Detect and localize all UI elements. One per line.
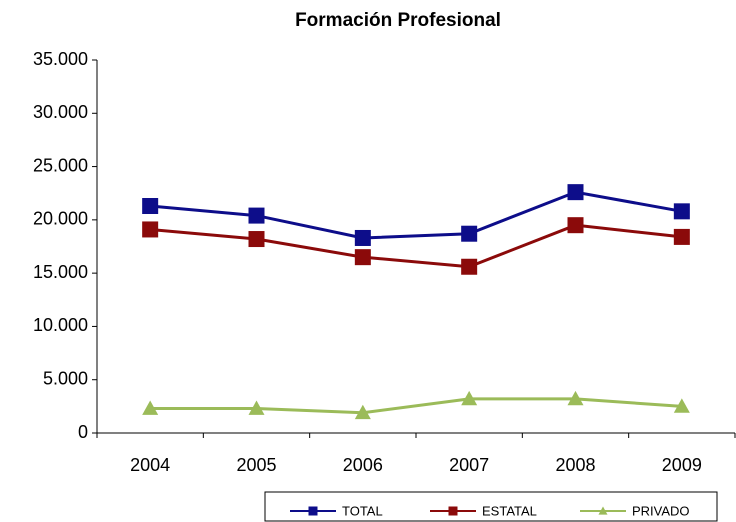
series-line bbox=[150, 397, 682, 415]
marker bbox=[448, 506, 458, 516]
marker bbox=[354, 404, 371, 420]
y-tick-label: 10.000 bbox=[33, 315, 88, 335]
series-line bbox=[150, 190, 683, 240]
marker bbox=[461, 258, 478, 275]
x-tick-label: 2004 bbox=[130, 455, 170, 475]
marker bbox=[308, 506, 318, 516]
legend-label: ESTATAL bbox=[482, 503, 537, 518]
marker bbox=[567, 390, 584, 406]
y-tick-label: 20.000 bbox=[33, 209, 88, 229]
y-tick-label: 5.000 bbox=[43, 368, 88, 388]
marker bbox=[567, 217, 584, 234]
marker bbox=[673, 398, 690, 413]
y-tick-label: 30.000 bbox=[33, 102, 88, 122]
marker bbox=[248, 231, 265, 248]
marker bbox=[673, 228, 690, 245]
chart-title: Formación Profesional bbox=[295, 10, 501, 31]
marker bbox=[142, 400, 159, 415]
marker bbox=[248, 207, 265, 224]
legend-label: PRIVADO bbox=[632, 503, 690, 518]
x-tick-label: 2005 bbox=[236, 455, 276, 475]
marker bbox=[142, 198, 159, 215]
legend-label: TOTAL bbox=[342, 503, 383, 518]
y-tick-label: 0 bbox=[78, 422, 88, 442]
marker bbox=[354, 229, 371, 246]
marker bbox=[598, 506, 608, 515]
marker bbox=[461, 225, 478, 242]
x-tick-label: 2007 bbox=[449, 455, 489, 475]
marker bbox=[567, 184, 584, 201]
y-tick-label: 35.000 bbox=[33, 49, 88, 69]
marker bbox=[673, 203, 690, 220]
x-tick-label: 2008 bbox=[555, 455, 595, 475]
series-line bbox=[150, 223, 682, 269]
legend-box bbox=[264, 491, 718, 522]
x-tick-label: 2009 bbox=[662, 455, 702, 475]
marker bbox=[354, 249, 371, 266]
x-tick-label: 2006 bbox=[343, 455, 383, 475]
legend: TOTAL ESTATAL PRIVADO bbox=[264, 491, 718, 522]
marker bbox=[142, 221, 159, 238]
marker bbox=[248, 400, 265, 415]
marker bbox=[461, 390, 478, 406]
y-tick-label: 15.000 bbox=[33, 262, 88, 282]
y-tick-label: 25.000 bbox=[33, 155, 88, 175]
